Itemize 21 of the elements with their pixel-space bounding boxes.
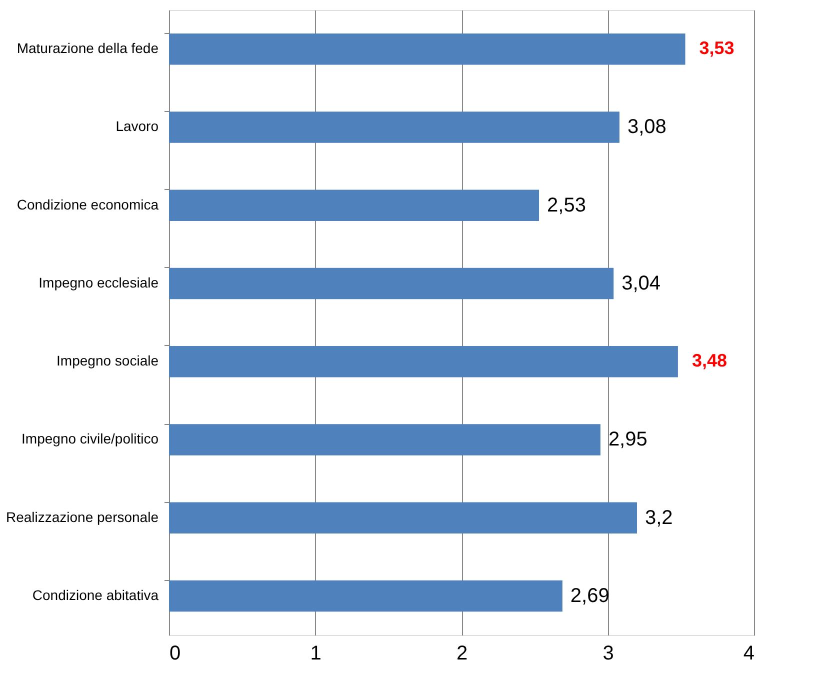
x-tick-label: 0 [170,642,181,664]
y-tick-label: Realizzazione personale [6,508,159,525]
y-tick-label: Condizione abitativa [32,586,159,603]
data-label: 3,2 [645,506,673,529]
data-label: 2,69 [570,584,610,607]
y-tick-label: Condizione economica [16,196,159,212]
y-tick-label: Lavoro [116,118,159,134]
x-tick-label: 3 [602,642,614,664]
x-tick-label: 1 [310,642,322,664]
y-tick-label: Maturazione della fede [16,40,159,56]
x-tick-label: 2 [456,642,468,664]
annotation: 3,53 [699,38,734,58]
y-tick-label: Impegno civile/politico [22,430,159,447]
data-label: 2,95 [608,428,648,451]
data-label: 3,08 [627,116,666,138]
annotation: 3,48 [692,350,727,371]
x-tick-label: 4 [743,642,754,664]
y-tick-label: Impegno sociale [56,352,159,369]
data-label: 3,04 [622,272,661,294]
y-tick-label: Impegno ecclesiale [38,274,159,290]
data-label: 2,53 [547,194,586,216]
